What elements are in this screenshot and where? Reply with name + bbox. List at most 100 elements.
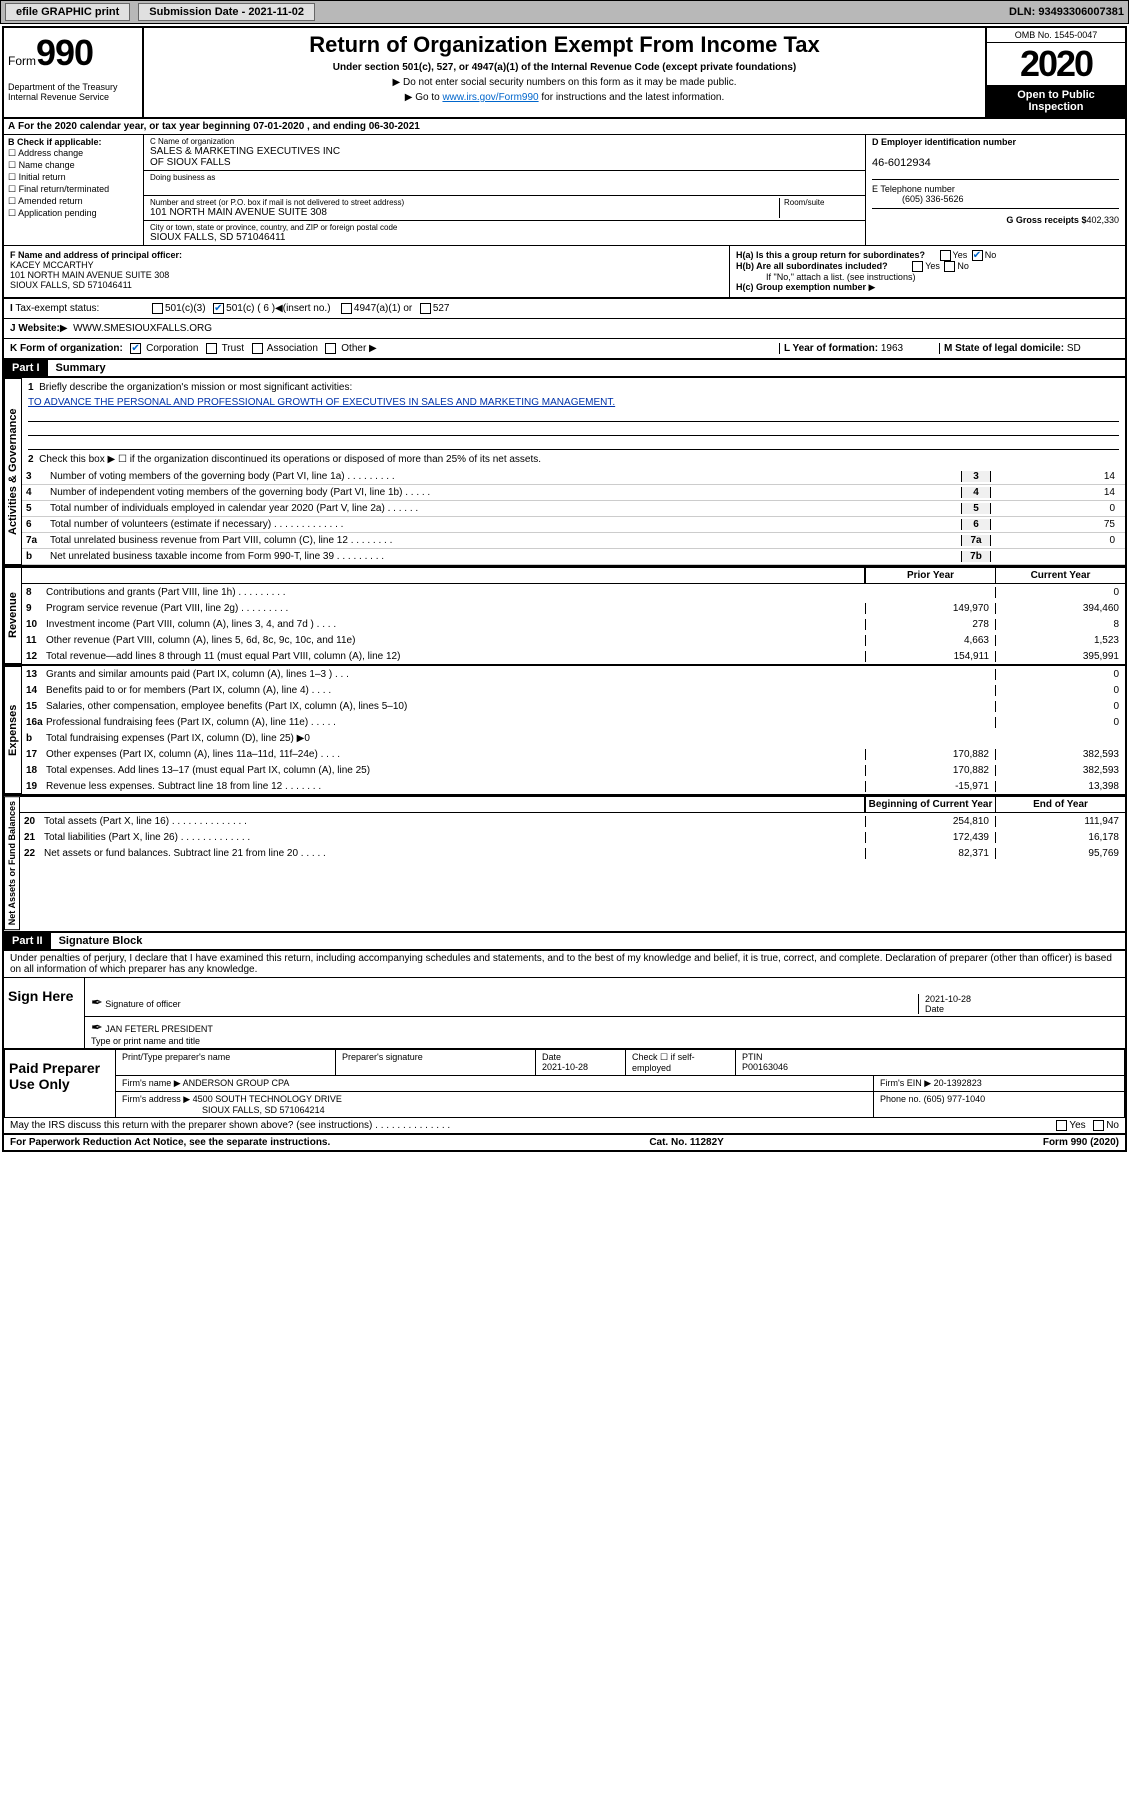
form-990: Form990 Department of the Treasury Inter… xyxy=(2,26,1127,1152)
line-22: 22Net assets or fund balances. Subtract … xyxy=(20,845,1125,861)
527-checkbox[interactable] xyxy=(420,303,431,314)
city-state-zip: SIOUX FALLS, SD 571046411 xyxy=(150,232,859,243)
ha-yes-checkbox[interactable] xyxy=(940,250,951,261)
expenses-tab: Expenses xyxy=(4,666,22,794)
dept-label: Department of the Treasury Internal Reve… xyxy=(8,82,138,102)
form-subtitle: Under section 501(c), 527, or 4947(a)(1)… xyxy=(148,62,981,73)
part2-title: Signature Block xyxy=(51,933,151,949)
expenses-section: Expenses 13Grants and similar amounts pa… xyxy=(4,664,1125,794)
tax-period: A For the 2020 calendar year, or tax yea… xyxy=(4,119,1125,135)
check-amended[interactable]: ☐ Amended return xyxy=(8,196,139,207)
trust-checkbox[interactable] xyxy=(206,343,217,354)
line-8: 8Contributions and grants (Part VIII, li… xyxy=(22,584,1125,600)
ein-value: 46-6012934 xyxy=(872,157,931,169)
check-application-pending[interactable]: ☐ Application pending xyxy=(8,208,139,219)
officer-name-title: JAN FETERL PRESIDENT xyxy=(105,1024,213,1034)
section-j: J Website: ▶ WWW.SMESIOUXFALLS.ORG xyxy=(4,319,1125,339)
line-18: 18Total expenses. Add lines 13–17 (must … xyxy=(22,762,1125,778)
header-right: OMB No. 1545-0047 2020 Open to Public In… xyxy=(985,28,1125,117)
firm-name: ANDERSON GROUP CPA xyxy=(183,1078,290,1088)
beg-year-header: Beginning of Current Year xyxy=(865,797,995,812)
ha-no-checkbox[interactable] xyxy=(972,250,983,261)
addr-label: Number and street (or P.O. box if mail i… xyxy=(150,198,779,207)
firm-addr2: SIOUX FALLS, SD 571064214 xyxy=(122,1105,325,1115)
section-k-l-m: K Form of organization: Corporation Trus… xyxy=(4,339,1125,360)
ein-label: D Employer identification number xyxy=(872,137,1016,147)
section-f: F Name and address of principal officer:… xyxy=(4,246,730,297)
part2-header: Part II Signature Block xyxy=(4,933,1125,951)
sign-here-label: Sign Here xyxy=(4,978,84,1048)
self-employed-check[interactable]: Check ☐ if self-employed xyxy=(626,1050,736,1075)
prep-date-label: Date xyxy=(542,1052,561,1062)
hb-no-checkbox[interactable] xyxy=(944,261,955,272)
discuss-yes-checkbox[interactable] xyxy=(1056,1120,1067,1131)
open-inspection: Open to Public Inspection xyxy=(987,85,1125,117)
gov-line-5: 5Total number of individuals employed in… xyxy=(22,501,1125,517)
submission-date-button[interactable]: Submission Date - 2021-11-02 xyxy=(138,3,315,21)
phone-value: (605) 336-5626 xyxy=(872,194,964,204)
ptin-label: PTIN xyxy=(742,1052,763,1062)
gov-line-6: 6Total number of volunteers (estimate if… xyxy=(22,517,1125,533)
tax-status-label: Tax-exempt status: xyxy=(15,303,99,314)
period-text: For the 2020 calendar year, or tax year … xyxy=(18,121,420,132)
efile-button[interactable]: efile GRAPHIC print xyxy=(5,3,130,21)
ptin-value: P00163046 xyxy=(742,1062,788,1072)
note-2-post: for instructions and the latest informat… xyxy=(539,92,725,103)
note-1: ▶ Do not enter social security numbers o… xyxy=(148,77,981,88)
check-address-change[interactable]: ☐ Address change xyxy=(8,148,139,159)
prior-year-header: Prior Year xyxy=(865,568,995,583)
irs-discuss-row: May the IRS discuss this return with the… xyxy=(4,1118,1125,1135)
check-final-return[interactable]: ☐ Final return/terminated xyxy=(8,184,139,195)
officer-label: F Name and address of principal officer: xyxy=(10,250,182,260)
revenue-tab: Revenue xyxy=(4,567,22,664)
top-toolbar: efile GRAPHIC print Submission Date - 20… xyxy=(0,0,1129,24)
section-d-e-g: D Employer identification number 46-6012… xyxy=(865,135,1125,245)
header-left: Form990 Department of the Treasury Inter… xyxy=(4,28,144,117)
form-header: Form990 Department of the Treasury Inter… xyxy=(4,28,1125,119)
501c-checkbox[interactable] xyxy=(213,303,224,314)
revenue-section: Revenue Prior YearCurrent Year 8Contribu… xyxy=(4,565,1125,664)
501c3-checkbox[interactable] xyxy=(152,303,163,314)
form-label: Form xyxy=(8,54,36,68)
net-assets-section: Net Assets or Fund Balances Beginning of… xyxy=(4,794,1125,932)
part2-badge: Part II xyxy=(4,933,51,949)
firm-phone-label: Phone no. xyxy=(880,1094,921,1104)
dba-label: Doing business as xyxy=(150,173,859,182)
line-11: 11Other revenue (Part VIII, column (A), … xyxy=(22,632,1125,648)
preparer-sig-label: Preparer's signature xyxy=(336,1050,536,1075)
firm-addr-label: Firm's address ▶ xyxy=(122,1094,190,1104)
officer-info: KACEY MCCARTHY 101 NORTH MAIN AVENUE SUI… xyxy=(10,260,169,290)
gov-line-7a: 7aTotal unrelated business revenue from … xyxy=(22,533,1125,549)
website-url: WWW.SMESIOUXFALLS.ORG xyxy=(73,323,212,334)
section-b-header: B Check if applicable: xyxy=(8,137,102,147)
room-label: Room/suite xyxy=(784,198,859,207)
note-2-pre: Go to xyxy=(415,92,442,103)
year-formation: 1963 xyxy=(881,343,903,354)
check-name-change[interactable]: ☐ Name change xyxy=(8,160,139,171)
sign-here-block: Sign Here ✒ Signature of officer 2021-10… xyxy=(4,978,1125,1049)
note-1-text: Do not enter social security numbers on … xyxy=(403,77,736,88)
check-initial-return[interactable]: ☐ Initial return xyxy=(8,172,139,183)
street-address: 101 NORTH MAIN AVENUE SUITE 308 xyxy=(150,207,779,218)
corp-checkbox[interactable] xyxy=(130,343,141,354)
org-name: SALES & MARKETING EXECUTIVES INC OF SIOU… xyxy=(150,146,859,168)
discuss-no-checkbox[interactable] xyxy=(1093,1120,1104,1131)
assoc-checkbox[interactable] xyxy=(252,343,263,354)
line-17: 17Other expenses (Part IX, column (A), l… xyxy=(22,746,1125,762)
city-label: City or town, state or province, country… xyxy=(150,223,859,232)
section-c: C Name of organization SALES & MARKETING… xyxy=(144,135,865,245)
paid-preparer-block: Paid Preparer Use Only Print/Type prepar… xyxy=(4,1049,1125,1118)
sig-date-label: Date xyxy=(925,1004,944,1014)
hb-label: H(b) Are all subordinates included? xyxy=(736,261,888,271)
firm-ein-label: Firm's EIN ▶ xyxy=(880,1078,931,1088)
section-f-h: F Name and address of principal officer:… xyxy=(4,246,1125,298)
irs-link[interactable]: www.irs.gov/Form990 xyxy=(442,92,538,103)
firm-phone: (605) 977-1040 xyxy=(924,1094,986,1104)
firm-name-label: Firm's name ▶ xyxy=(122,1078,181,1088)
section-b: B Check if applicable: ☐ Address change … xyxy=(4,135,144,245)
hb-yes-checkbox[interactable] xyxy=(912,261,923,272)
footer-mid: Cat. No. 11282Y xyxy=(649,1137,723,1148)
other-checkbox[interactable] xyxy=(325,343,336,354)
section-b-c-d: B Check if applicable: ☐ Address change … xyxy=(4,135,1125,246)
4947-checkbox[interactable] xyxy=(341,303,352,314)
